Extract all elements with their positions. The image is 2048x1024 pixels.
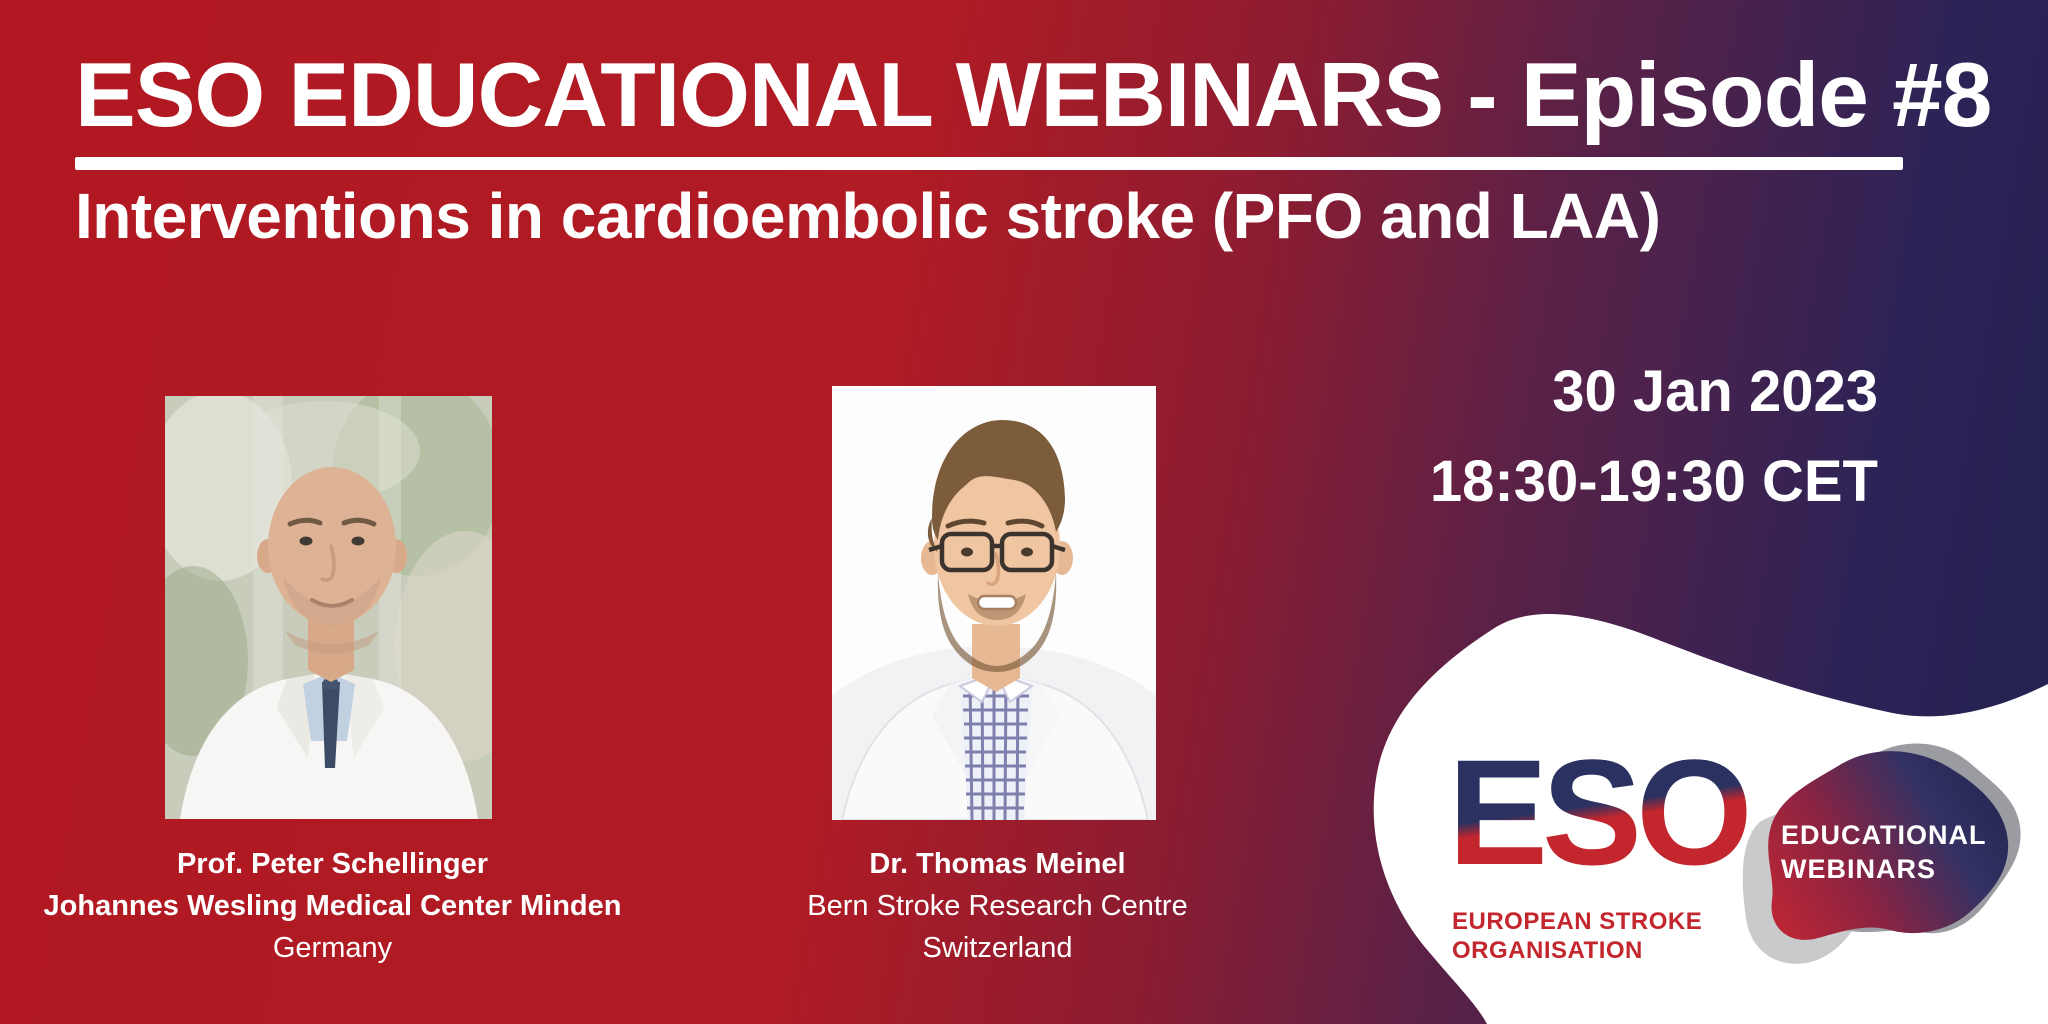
page-title: ESO EDUCATIONAL WEBINARS - Episode #8 xyxy=(75,45,1992,146)
speaker-country: Germany xyxy=(272,932,393,964)
event-time: 18:30-19:30 CET xyxy=(1429,449,1878,514)
speaker-name: Dr. Thomas Meinel xyxy=(869,848,1126,880)
schedule: 30 Jan 2023 18:30-19:30 CET xyxy=(1430,363,1878,511)
title-underline xyxy=(75,157,1903,170)
eso-org-name-line1: EUROPEAN STROKE xyxy=(1452,908,1703,935)
speaker-caption: Dr. Thomas Meinel Bern Stroke Research C… xyxy=(745,850,1250,976)
eso-org-name-line2: ORGANISATION xyxy=(1452,937,1643,964)
eso-logo: ESO xyxy=(1448,728,1753,896)
webinar-topic: Interventions in cardioembolic stroke (P… xyxy=(75,180,1661,252)
event-date: 30 Jan 2023 xyxy=(1552,359,1878,424)
badge-blob-gradient xyxy=(1768,751,2009,940)
educational-webinars-badge xyxy=(1742,743,2021,964)
speaker-photo-peter-schellinger xyxy=(165,396,492,819)
speaker-affiliation: Bern Stroke Research Centre xyxy=(807,890,1188,922)
speaker-name: Prof. Peter Schellinger xyxy=(176,848,489,880)
speaker-country: Switzerland xyxy=(922,932,1073,964)
badge-line2: WEBINARS xyxy=(1781,854,1936,884)
speaker-photo-thomas-meinel xyxy=(832,386,1156,820)
speaker-affiliation: Johannes Wesling Medical Center Minden xyxy=(43,890,622,922)
badge-line1: EDUCATIONAL xyxy=(1781,820,1987,850)
speaker-caption: Prof. Peter Schellinger Johannes Wesling… xyxy=(20,850,645,976)
